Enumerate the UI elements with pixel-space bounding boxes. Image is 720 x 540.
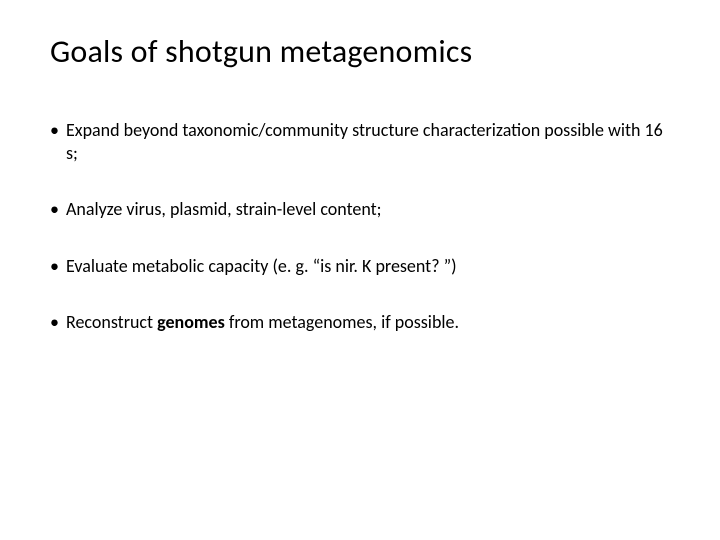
list-item: Evaluate metabolic capacity (e. g. “is n… bbox=[50, 255, 670, 278]
list-item: Expand beyond taxonomic/community struct… bbox=[50, 119, 670, 164]
list-item: Reconstruct genomes from metagenomes, if… bbox=[50, 311, 670, 334]
bullet-text-bold: genomes bbox=[157, 311, 225, 333]
slide: Goals of shotgun metagenomics Expand bey… bbox=[0, 0, 720, 540]
bullet-text-pre: Reconstruct bbox=[66, 311, 157, 333]
list-item: Analyze virus, plasmid, strain-level con… bbox=[50, 198, 670, 221]
slide-title: Goals of shotgun metagenomics bbox=[50, 32, 670, 71]
bullet-text-pre: Expand beyond taxonomic/community struct… bbox=[66, 119, 663, 164]
bullet-text-post: from metagenomes, if possible. bbox=[225, 311, 459, 333]
bullet-text-pre: Analyze virus, plasmid, strain-level con… bbox=[66, 198, 382, 220]
bullet-list: Expand beyond taxonomic/community struct… bbox=[50, 119, 670, 334]
bullet-text-pre: Evaluate metabolic capacity (e. g. “is n… bbox=[66, 255, 457, 277]
